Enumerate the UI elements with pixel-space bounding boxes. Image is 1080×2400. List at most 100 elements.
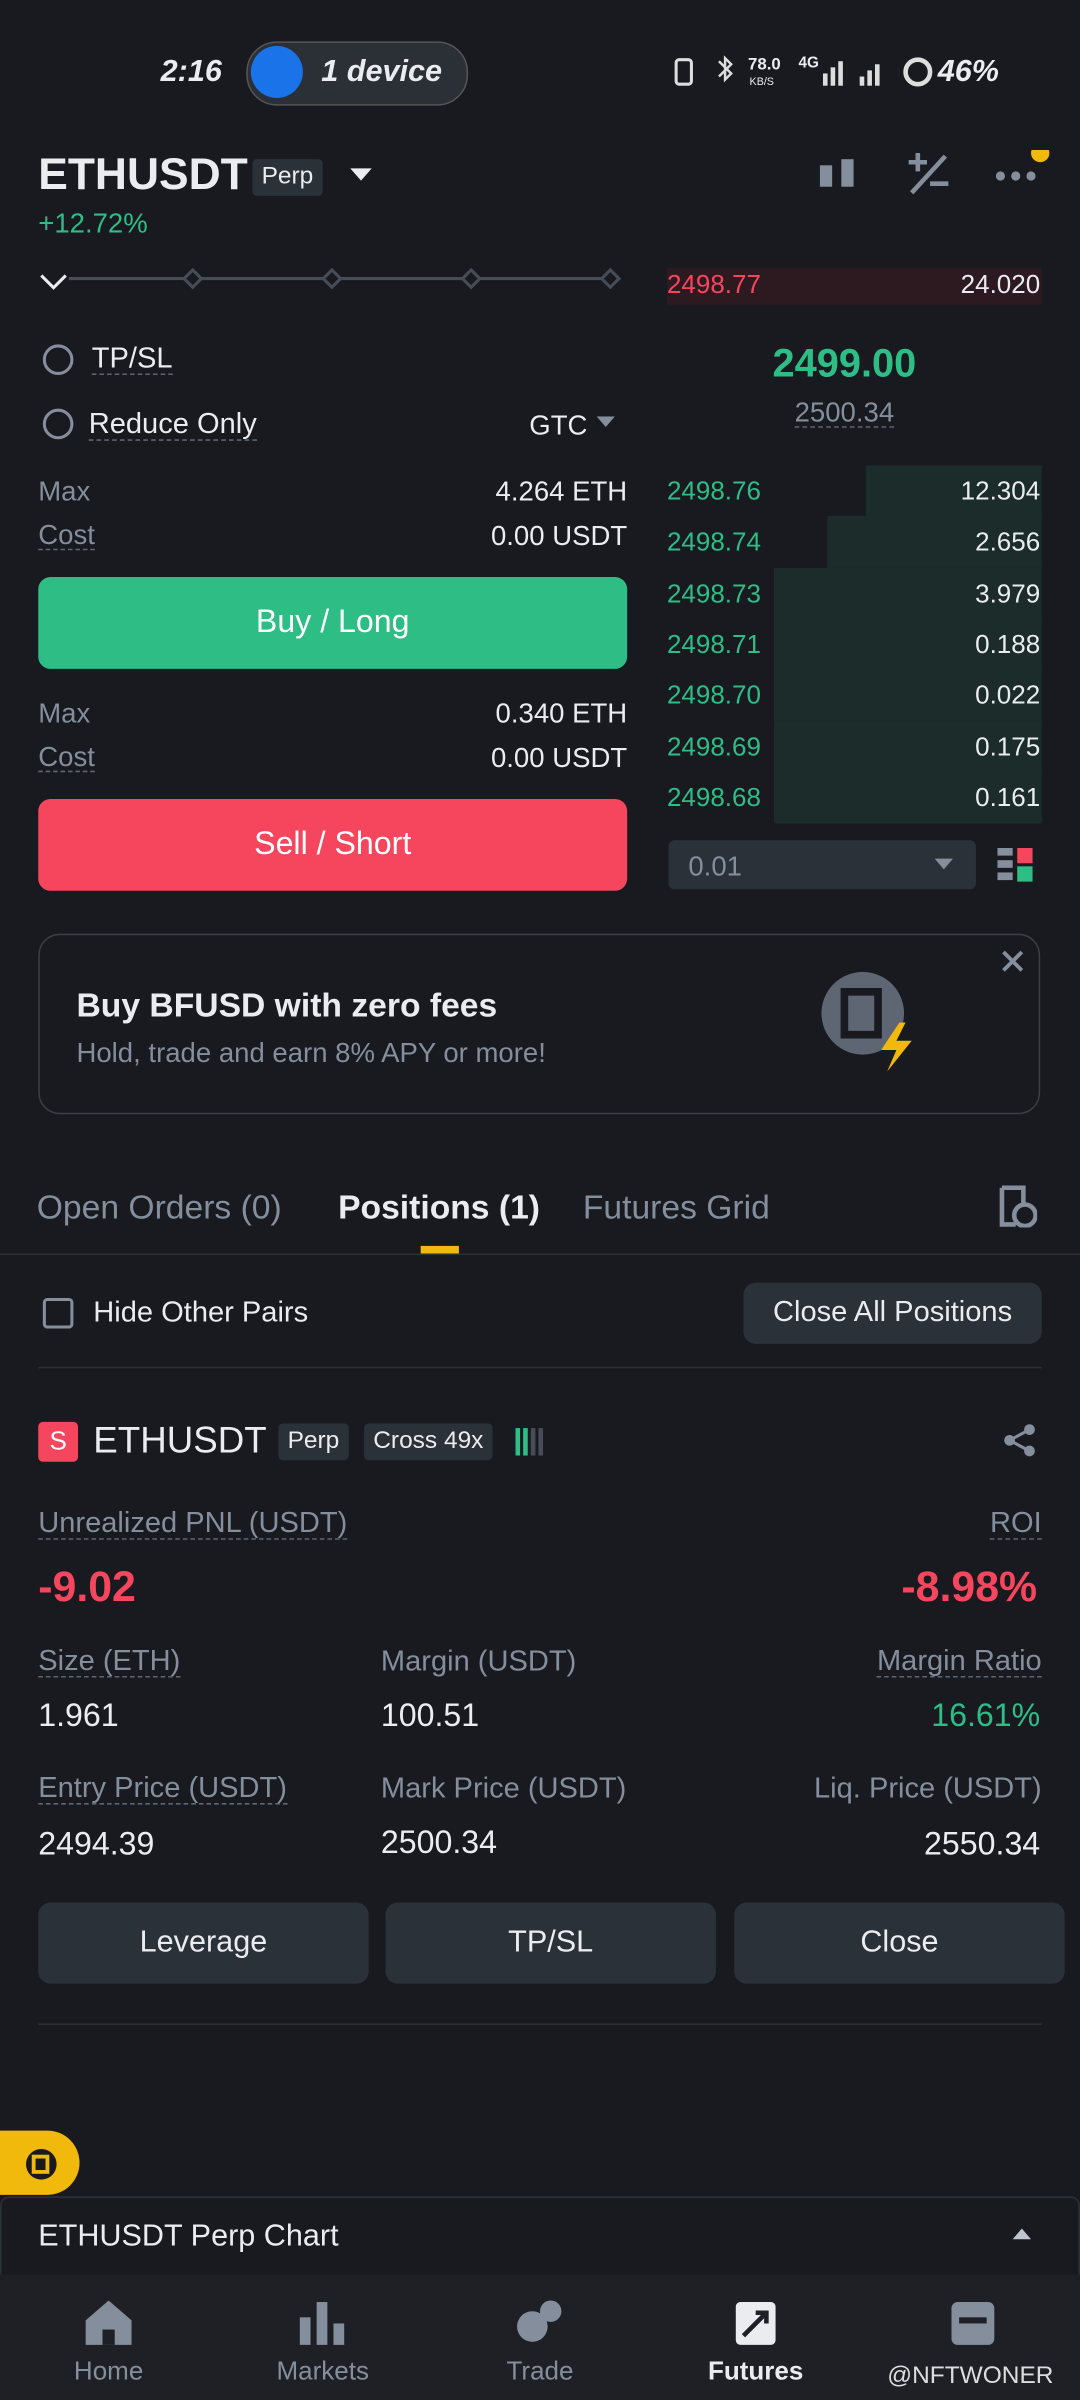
bid-price[interactable]: 2498.74 xyxy=(666,527,761,557)
nav-item-active[interactable]: Futures xyxy=(707,2356,804,2386)
sell-cost-label: Cost xyxy=(38,741,95,773)
bid-qty: 0.175 xyxy=(975,731,1041,761)
header-icons[interactable] xyxy=(811,149,1056,202)
ratio-label: Margin Ratio xyxy=(876,1645,1042,1678)
ask-price[interactable]: 2498.77 xyxy=(666,270,761,300)
battery: 46% xyxy=(937,55,999,89)
banner-subtitle: Hold, trade and earn 8% APY or more! xyxy=(76,1037,546,1069)
slider[interactable] xyxy=(38,263,627,297)
bid-depth xyxy=(774,618,1042,671)
roi-label: ROI xyxy=(990,1507,1042,1540)
buy-cost: 0.00 USDT xyxy=(490,520,628,552)
liq-label: Liq. Price (USDT) xyxy=(814,1773,1042,1806)
float-icon xyxy=(26,2148,57,2180)
bid-price[interactable]: 2498.69 xyxy=(666,731,761,761)
tpsl-radio[interactable] xyxy=(42,344,74,375)
bid-qty: 0.188 xyxy=(975,629,1041,659)
nav-icons xyxy=(85,2300,995,2345)
bid-depth xyxy=(774,771,1042,824)
margin: 100.51 xyxy=(380,1698,480,1734)
bid-depth xyxy=(774,567,1042,620)
nav-item[interactable]: Home xyxy=(73,2356,144,2386)
bid-price[interactable]: 2498.70 xyxy=(666,680,761,710)
pnl-label: Unrealized PNL (USDT) xyxy=(38,1507,348,1540)
reduce-label: Reduce Only xyxy=(88,408,257,441)
ratio: 16.61% xyxy=(931,1698,1041,1734)
layout-icon[interactable] xyxy=(997,847,1034,885)
bid-qty: 0.022 xyxy=(975,680,1041,710)
mark-label: Mark Price (USDT) xyxy=(380,1773,627,1806)
tab-indicator xyxy=(420,1245,459,1254)
divider xyxy=(38,1366,1042,1369)
bid-price[interactable]: 2498.76 xyxy=(666,476,761,506)
ask-depth xyxy=(666,267,1042,305)
depth-select[interactable] xyxy=(668,840,976,890)
tif-caret xyxy=(596,416,615,428)
divider xyxy=(0,1253,1080,1256)
bid-qty: 2.656 xyxy=(975,527,1041,557)
tab-active[interactable]: Positions (1) xyxy=(338,1187,541,1227)
roi: -8.98% xyxy=(901,1562,1038,1611)
bid-qty: 3.979 xyxy=(975,578,1041,608)
tpsl-button[interactable]: TP/SL xyxy=(385,1902,716,1984)
entry-label: Entry Price (USDT) xyxy=(38,1772,287,1805)
sell-cost: 0.00 USDT xyxy=(490,742,628,773)
last-price: 2499.00 xyxy=(772,339,917,386)
chart-bar-label: ETHUSDT Perp Chart xyxy=(38,2219,339,2254)
nav-item[interactable]: Markets xyxy=(276,2356,370,2386)
tab[interactable]: Open Orders (0) xyxy=(36,1187,282,1227)
banner-icon xyxy=(821,950,1024,1072)
tab[interactable]: Futures Grid xyxy=(582,1187,770,1227)
hotspot-icon xyxy=(250,45,303,98)
liq: 2550.34 xyxy=(924,1826,1041,1862)
pos-symbol: ETHUSDT xyxy=(93,1420,267,1462)
close-button[interactable]: Close xyxy=(734,1902,1065,1984)
ask-qty: 24.020 xyxy=(960,270,1041,300)
banner[interactable] xyxy=(38,933,1041,1115)
net-speed: 78.0 xyxy=(748,55,781,75)
bid-price[interactable]: 2498.71 xyxy=(666,629,761,659)
sell-max: 0.340 ETH xyxy=(495,697,628,729)
bid-price[interactable]: 2498.68 xyxy=(666,782,761,812)
adl-icon xyxy=(515,1428,544,1456)
entry: 2494.39 xyxy=(38,1826,155,1862)
mark: 2500.34 xyxy=(380,1825,498,1861)
size: 1.961 xyxy=(38,1698,119,1734)
tif[interactable]: GTC xyxy=(529,410,588,441)
margin-mode: Cross 49x xyxy=(364,1423,493,1461)
bid-qty: 12.304 xyxy=(960,476,1041,506)
history-icon[interactable] xyxy=(997,1185,1038,1228)
perp-tag: Perp xyxy=(252,159,323,196)
nav-item[interactable]: Trade xyxy=(506,2356,574,2386)
dropdown[interactable] xyxy=(349,165,373,183)
bid-depth xyxy=(827,516,1042,569)
pos-tag: Perp xyxy=(278,1423,349,1461)
bid-depth xyxy=(774,720,1042,773)
mark-price: 2500.34 xyxy=(794,397,895,428)
buy-cost-label: Cost xyxy=(38,519,95,551)
net-unit: KB/S xyxy=(749,77,774,89)
divider xyxy=(38,2023,1042,2025)
bid-depth xyxy=(865,465,1042,518)
share-icon[interactable] xyxy=(1003,1423,1037,1457)
sell-button[interactable]: Sell / Short xyxy=(38,798,628,891)
hide-label: Hide Other Pairs xyxy=(93,1297,309,1330)
buy-max-label: Max xyxy=(38,476,91,507)
size-label: Size (ETH) xyxy=(38,1645,181,1678)
hide-checkbox[interactable] xyxy=(42,1297,74,1329)
bid-price[interactable]: 2498.73 xyxy=(666,578,761,608)
bid-qty: 0.161 xyxy=(975,782,1041,812)
depth-value: 0.01 xyxy=(688,851,742,882)
time: 2:16 xyxy=(160,55,222,89)
symbol[interactable]: ETHUSDT xyxy=(38,150,248,200)
reduce-radio[interactable] xyxy=(42,408,74,440)
side-badge: S xyxy=(38,1421,79,1462)
buy-button[interactable]: Buy / Long xyxy=(38,577,628,669)
network: 4G xyxy=(798,55,819,72)
close-all-button[interactable]: Close All Positions xyxy=(743,1282,1042,1344)
leverage-button[interactable]: Leverage xyxy=(38,1902,369,1984)
watermark: @NFTWONER xyxy=(887,2363,1054,2390)
hotspot-label: 1 device xyxy=(321,55,443,89)
